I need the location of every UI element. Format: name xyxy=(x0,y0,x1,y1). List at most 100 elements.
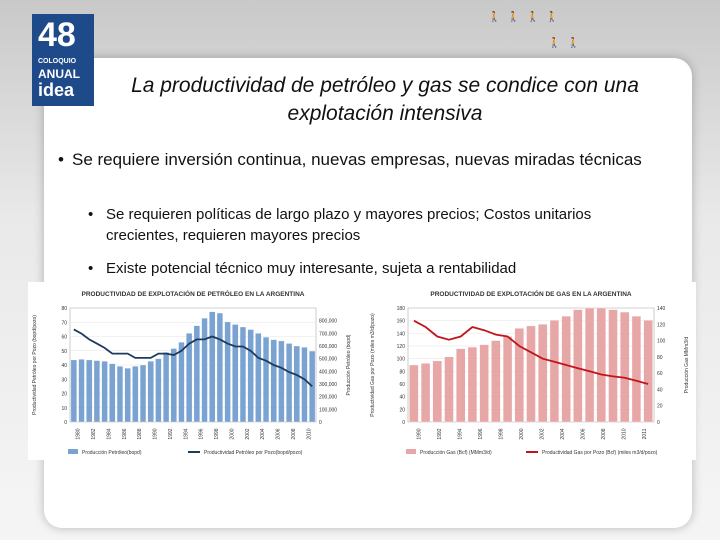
x-tick: 1980 xyxy=(76,428,82,439)
y-left-tick: 160 xyxy=(397,319,406,325)
people-silhouettes-top: 🚶‍ 🚶 🚶‍ 🚶 xyxy=(488,12,561,23)
bar xyxy=(514,328,524,423)
y-left-tick: 120 xyxy=(397,344,406,350)
y-right-tick: 400,000 xyxy=(319,369,337,375)
slide-title: La productividad de petróleo y gas se co… xyxy=(131,74,639,125)
productivity-line xyxy=(73,328,313,388)
bar xyxy=(163,352,170,423)
y-left-tick: 20 xyxy=(61,392,67,398)
x-tick: 2006 xyxy=(276,428,282,439)
y-left-tick: 80 xyxy=(399,369,405,375)
bar xyxy=(309,350,316,423)
bar xyxy=(608,309,618,423)
chart-title: PRODUCTIVIDAD DE EXPLOTACIÓN DE GAS EN L… xyxy=(430,289,632,298)
y-left-tick: 180 xyxy=(397,306,406,312)
y-left-tick: 140 xyxy=(397,331,406,337)
x-tick: 2004 xyxy=(560,428,566,439)
bullet-dot: • xyxy=(58,150,64,169)
bullet-3: • Existe potencial técnico muy interesan… xyxy=(88,258,648,279)
bar xyxy=(526,325,536,423)
gas-chart: PRODUCTIVIDAD DE EXPLOTACIÓN DE GAS EN L… xyxy=(366,282,696,460)
y-left-tick: 100 xyxy=(397,357,406,363)
x-tick: 1990 xyxy=(416,428,422,439)
x-tick: 1998 xyxy=(498,428,504,439)
oil-chart-svg: PRODUCTIVIDAD DE EXPLOTACIÓN DE PETRÓLEO… xyxy=(32,289,352,456)
x-tick: 2008 xyxy=(601,428,607,439)
x-tick: 2010 xyxy=(306,428,312,439)
x-tick: 1996 xyxy=(478,428,484,439)
bar xyxy=(86,359,93,423)
y-left-tick: 10 xyxy=(61,406,67,412)
bar xyxy=(456,348,466,423)
y-left-tick: 60 xyxy=(399,382,405,388)
bar xyxy=(93,360,100,423)
x-tick: 2010 xyxy=(621,428,627,439)
bar xyxy=(239,326,247,423)
y-right-tick: 300,000 xyxy=(319,382,337,388)
y-left-tick: 60 xyxy=(61,335,67,341)
bar xyxy=(147,361,154,423)
y-left-tick: 80 xyxy=(61,306,67,312)
bar xyxy=(561,315,571,423)
x-tick: 2004 xyxy=(260,428,266,439)
y-right-tick: 20 xyxy=(657,404,663,410)
bar xyxy=(432,360,442,423)
bar xyxy=(70,359,77,423)
y-right-tick: 0 xyxy=(657,420,660,426)
bar xyxy=(538,324,548,423)
x-tick: 1988 xyxy=(137,428,143,439)
bar xyxy=(78,359,85,423)
bar xyxy=(193,325,200,423)
x-tick: 1998 xyxy=(214,428,220,439)
x-tick: 2006 xyxy=(580,428,586,439)
bullet-3-text: Existe potencial técnico muy interesante… xyxy=(106,260,517,277)
bar xyxy=(596,307,606,423)
y-right-label: Producción Gas MMm3/d xyxy=(684,337,690,394)
y-left-tick: 0 xyxy=(64,420,67,426)
people-silhouettes-top-2: 🚶 🚶 xyxy=(548,38,582,49)
bar xyxy=(278,340,285,423)
y-right-tick: 500,000 xyxy=(319,357,337,363)
y-left-tick: 40 xyxy=(399,395,405,401)
bar xyxy=(170,348,177,423)
x-tick: 2008 xyxy=(291,428,297,439)
bar xyxy=(132,366,139,423)
logo-number: 48 xyxy=(38,16,76,54)
bar xyxy=(232,324,239,423)
x-tick: 2000 xyxy=(519,428,525,439)
x-tick: 1996 xyxy=(199,428,205,439)
bar xyxy=(631,315,642,423)
x-tick: 2002 xyxy=(245,428,251,439)
y-right-tick: 80 xyxy=(657,355,663,361)
y-right-tick: 60 xyxy=(657,371,663,377)
y-right-tick: 100 xyxy=(657,339,666,345)
y-right-tick: 800,000 xyxy=(319,319,337,325)
bar xyxy=(549,320,560,423)
bar xyxy=(491,340,501,423)
bar xyxy=(155,358,162,423)
x-tick: 2011 xyxy=(642,428,648,439)
legend-bar-swatch xyxy=(406,449,416,454)
logo-line2: ANUAL xyxy=(38,67,80,81)
y-right-tick: 0 xyxy=(319,420,322,426)
x-tick: 1986 xyxy=(122,428,128,439)
x-tick: 1982 xyxy=(91,428,97,439)
bar xyxy=(286,343,293,423)
logo-line3: idea xyxy=(38,80,75,100)
bar xyxy=(109,363,116,423)
x-tick: 2002 xyxy=(539,428,545,439)
x-tick: 1992 xyxy=(437,428,443,439)
x-tick: 1990 xyxy=(153,428,159,439)
y-left-tick: 70 xyxy=(61,320,67,326)
bar xyxy=(444,356,454,423)
y-left-label: Productividad Petróleo por Pozo (bopd/po… xyxy=(32,315,38,415)
x-tick: 1994 xyxy=(183,428,189,439)
bullet-2: • Se requieren políticas de largo plazo … xyxy=(88,204,648,246)
bar xyxy=(116,366,124,423)
legend-line-label: Productividad Petróleo por Pozo(bopd/poz… xyxy=(204,450,303,456)
legend-line-label: Productividad Gas por Pozo (Bcf) (miles … xyxy=(542,450,658,456)
chart-title: PRODUCTIVIDAD DE EXPLOTACIÓN DE PETRÓLEO… xyxy=(82,289,305,298)
y-right-tick: 600,000 xyxy=(319,344,337,350)
bar xyxy=(301,347,308,423)
bar xyxy=(124,368,131,423)
